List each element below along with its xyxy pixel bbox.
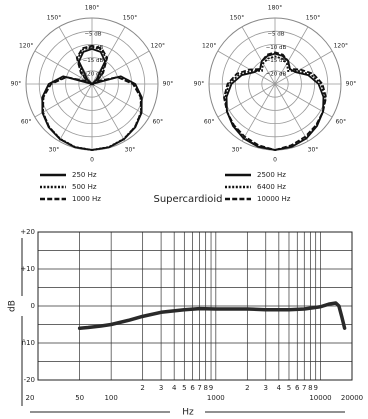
angle-label: 120° [19,43,33,50]
angle-label: 120° [202,43,216,50]
x-tick-label: 2 [140,384,144,392]
legend-label: 250 Hz [72,171,97,179]
polar-spoke [241,83,276,142]
polar-spoke [91,83,126,142]
polar-spoke [274,83,309,142]
x-tick-label: 6 [190,384,195,392]
angle-label: 30° [232,146,243,153]
x-tick-label: 7 [197,384,201,392]
polar-spoke [241,26,276,85]
response-line [77,301,347,330]
ring-label: −5 dB [84,32,101,38]
legend-label: 2500 Hz [257,171,286,179]
angle-label: 180° [268,5,282,12]
x-tick-label: 9 [313,384,317,392]
legend-label: 6400 Hz [257,183,286,191]
x-tick-label: 3 [159,384,163,392]
angle-label: 0 [90,157,94,164]
ring-label: −15 dB [83,58,104,64]
angle-label: 60° [204,119,215,126]
x-tick-label: 1000 [207,394,225,402]
angle-label: 30° [49,146,60,153]
polar-spoke [217,50,276,85]
angle-label: 90° [346,81,357,88]
angle-label: 120° [334,43,348,50]
caption: Supercardioid [153,194,222,205]
polar-curve [41,44,143,151]
x-tick-label: 20 [26,394,35,402]
x-axis-label: Hz [182,408,194,418]
x-tick-label: 10000 [309,394,331,402]
polar-curve [223,51,327,151]
x-tick-label: 9 [209,384,213,392]
polar-spoke [58,83,93,142]
y-tick-label: -20 [24,376,35,384]
ring-label: −20 dB [83,71,104,77]
angle-label: 30° [125,146,136,153]
x-tick-label: 20000 [341,394,363,402]
y-tick-label: 0 [31,302,35,310]
legend-label: 10000 Hz [257,195,291,203]
angle-label: 60° [335,119,346,126]
angle-label: 180° [85,5,99,12]
polar-curve [224,55,326,151]
y-tick-label: +20 [20,228,35,236]
ring-label: −20 dB [266,71,287,77]
angle-label: 60° [21,119,32,126]
x-tick-label: 4 [172,384,177,392]
polar-spoke [91,50,150,85]
x-tick-label: 3 [264,384,268,392]
polar-spoke [91,83,150,118]
x-tick-label: 6 [295,384,300,392]
legend-label: 1000 Hz [72,195,101,203]
polar-spoke [58,26,93,85]
angle-label: 90° [163,81,174,88]
angle-label: 90° [11,81,22,88]
angle-label: 120° [151,43,165,50]
angle-label: 150° [306,15,320,22]
angle-label: 90° [194,81,205,88]
x-tick-label: 5 [287,384,291,392]
angle-label: 150° [123,15,137,22]
angle-label: 150° [47,15,61,22]
y-tick-label: ñ10 [22,339,35,347]
angle-label: 150° [230,15,244,22]
x-tick-label: 8 [308,384,312,392]
ring-label: −15 dB [266,58,287,64]
y-tick-label: +10 [20,265,35,273]
x-tick-label: 8 [203,384,207,392]
x-tick-label: 7 [302,384,306,392]
polar-spoke [34,50,93,85]
x-tick-label: 5 [182,384,186,392]
legend-label: 500 Hz [72,183,97,191]
angle-label: 60° [152,119,163,126]
ring-label: −10 dB [266,45,287,51]
x-tick-label: 100 [104,394,117,402]
polar-spoke [274,26,309,85]
polar-spoke [274,50,333,85]
polar-spoke [34,83,93,118]
angle-label: 30° [308,146,319,153]
y-axis-label: dB [8,300,18,312]
x-tick-label: 2 [245,384,249,392]
x-tick-label: 4 [277,384,282,392]
angle-label: 0 [273,157,277,164]
x-tick-label: 50 [75,394,84,402]
ring-label: −5 dB [267,32,284,38]
plot-frame [37,231,353,381]
polar-spoke [91,26,126,85]
